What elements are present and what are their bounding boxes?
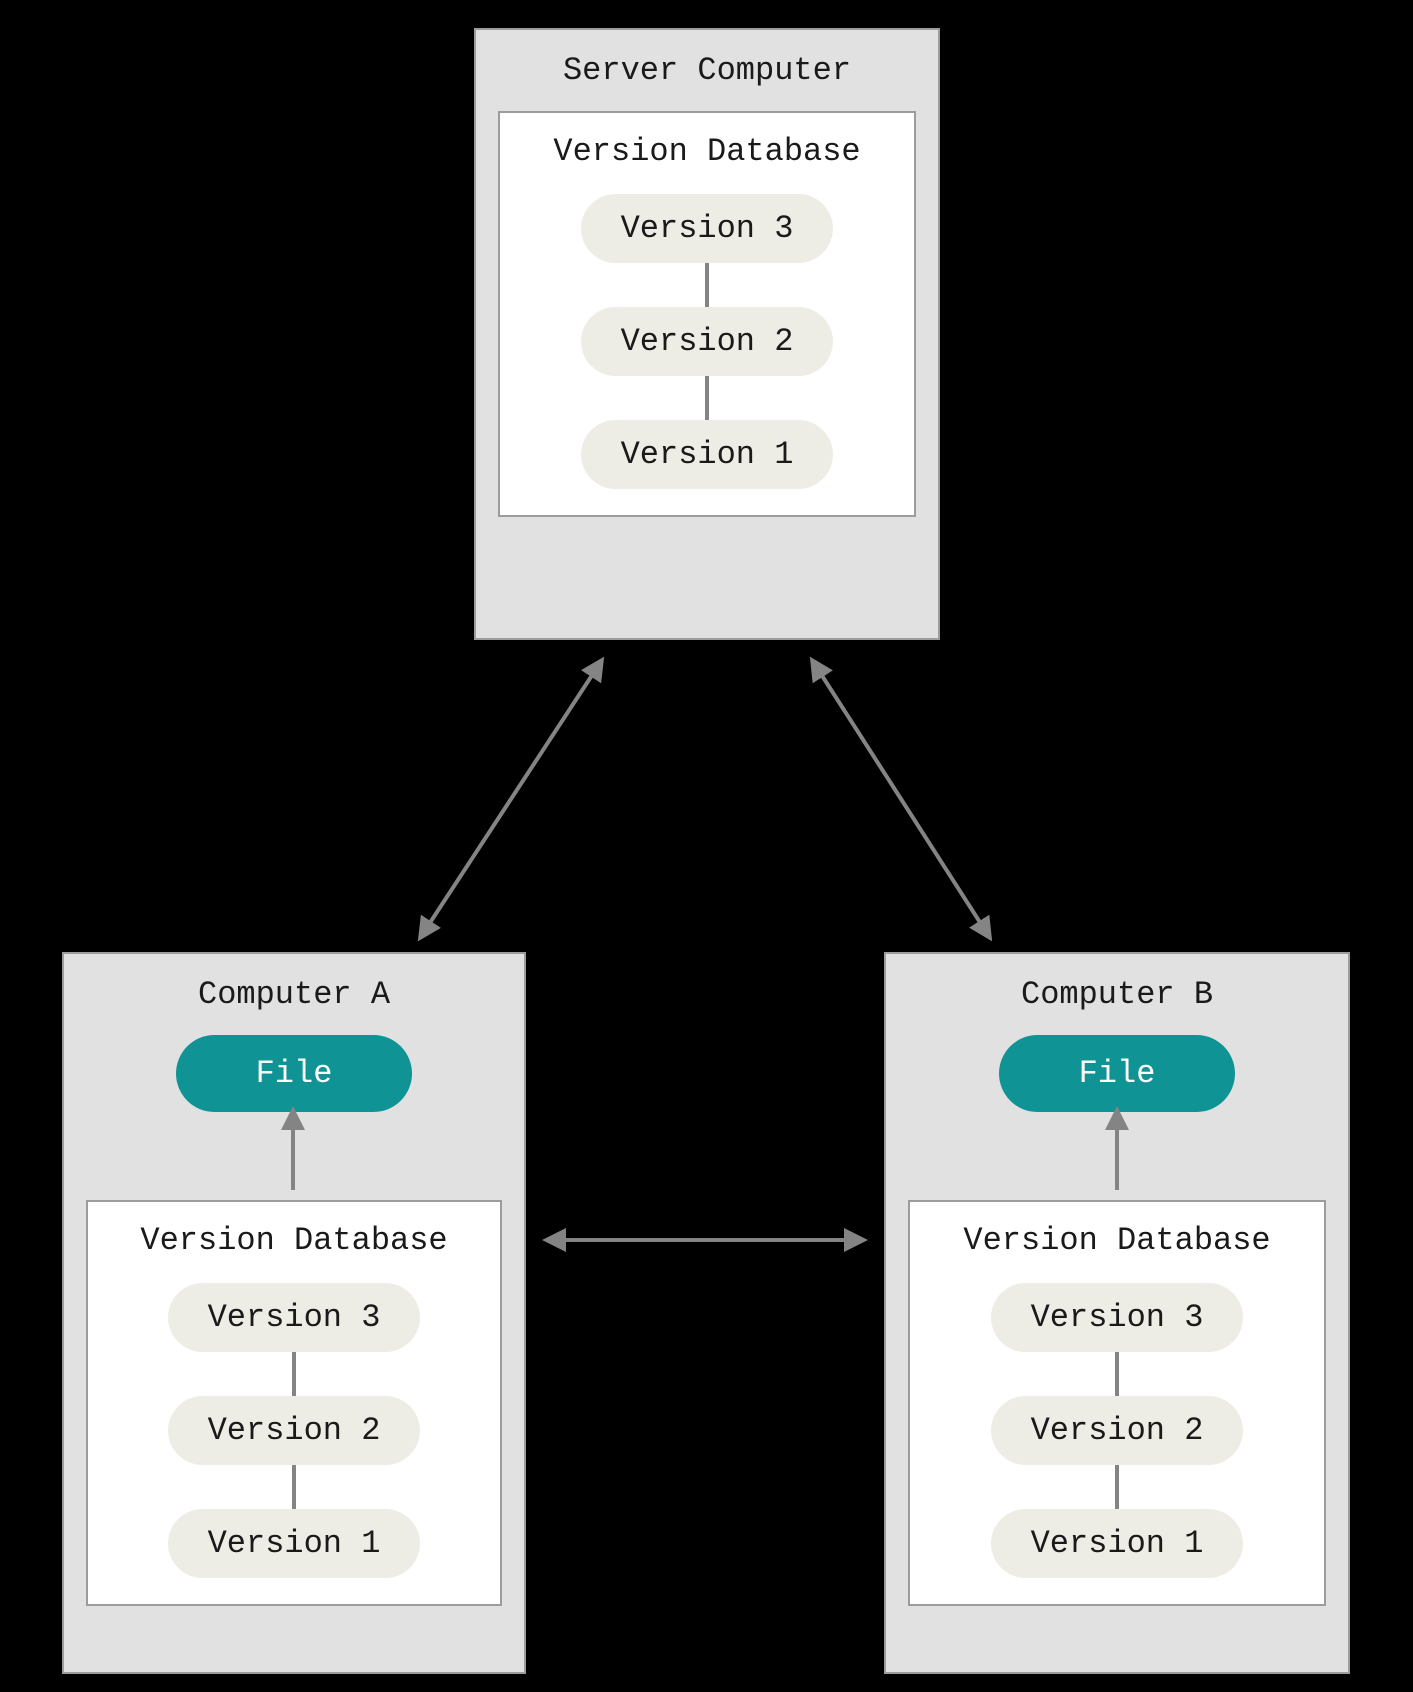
file-pill: File [999,1035,1236,1112]
server-title: Server Computer [476,30,938,111]
version-pill: Version 3 [581,194,834,263]
version-pill: Version 2 [581,307,834,376]
connector-line [705,263,709,307]
version-pill: Version 2 [991,1396,1244,1465]
computer-b-db: Version Database Version 3 Version 2 Ver… [908,1200,1326,1606]
version-pill: Version 1 [168,1509,421,1578]
computer-a-node: Computer A File Version Database Version… [62,952,526,1674]
connector-line [292,1352,296,1396]
computer-a-db-title: Version Database [88,1222,500,1259]
connector-line [292,1465,296,1509]
computer-b-title: Computer B [886,954,1348,1035]
computer-b-db-title: Version Database [910,1222,1324,1259]
server-db: Version Database Version 3 Version 2 Ver… [498,111,916,517]
version-pill: Version 3 [168,1283,421,1352]
edge-server-b [812,660,990,938]
computer-a-title: Computer A [64,954,524,1035]
file-pill: File [176,1035,413,1112]
connector-line [1115,1352,1119,1396]
connector-line [1115,1465,1119,1509]
server-node: Server Computer Version Database Version… [474,28,940,640]
connector-line [705,376,709,420]
version-pill: Version 1 [991,1509,1244,1578]
version-pill: Version 1 [581,420,834,489]
version-pill: Version 2 [168,1396,421,1465]
computer-a-db: Version Database Version 3 Version 2 Ver… [86,1200,502,1606]
computer-b-node: Computer B File Version Database Version… [884,952,1350,1674]
server-db-title: Version Database [500,133,914,170]
version-pill: Version 3 [991,1283,1244,1352]
edge-server-a [420,660,602,938]
